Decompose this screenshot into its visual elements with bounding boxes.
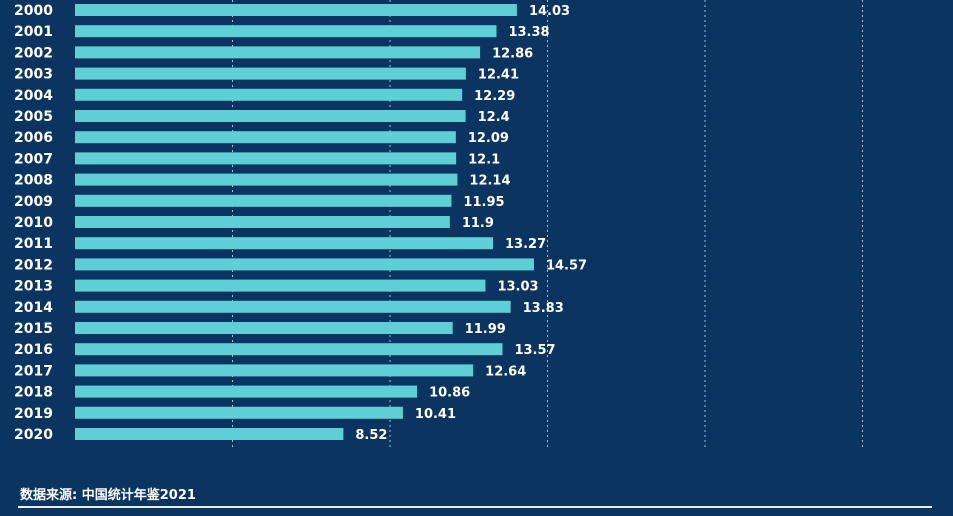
year-label-2001: 2001 [14, 24, 53, 40]
value-label-2004: 12.29 [474, 89, 515, 104]
year-label-2016: 2016 [14, 342, 53, 358]
bar-2020 [75, 428, 344, 440]
bar-2010 [75, 216, 450, 228]
bottom-divider [18, 506, 932, 508]
year-label-2007: 2007 [14, 151, 53, 167]
year-label-2017: 2017 [14, 363, 53, 379]
bar-2001 [75, 25, 497, 38]
year-label-2006: 2006 [14, 130, 53, 146]
value-label-2008: 12.14 [469, 174, 510, 189]
year-label-2005: 2005 [14, 109, 53, 125]
value-label-2018: 10.86 [429, 386, 470, 401]
value-label-2011: 13.27 [505, 237, 546, 252]
bar-2018 [75, 385, 418, 398]
value-label-2007: 12.1 [468, 152, 500, 167]
value-label-2006: 12.09 [468, 131, 509, 146]
year-label-2002: 2002 [14, 45, 53, 61]
value-label-2003: 12.41 [478, 68, 519, 83]
year-label-2020: 2020 [14, 427, 53, 443]
value-label-2009: 11.95 [463, 195, 504, 210]
year-label-2013: 2013 [14, 279, 53, 295]
year-label-2011: 2011 [14, 236, 53, 252]
year-label-2018: 2018 [14, 385, 53, 401]
labels: 2000 14.03 2001 13.38 2002 12.86 2003 12.41 2004… [14, 3, 587, 443]
year-label-2004: 2004 [14, 88, 53, 104]
value-label-2020: 8.52 [355, 428, 387, 443]
bar-2013 [75, 279, 486, 292]
value-label-2010: 11.9 [462, 216, 494, 231]
bars [75, 4, 534, 440]
bar-2017 [75, 364, 474, 377]
value-label-2014: 13.83 [523, 301, 564, 316]
bar-2009 [75, 194, 452, 207]
value-label-2012: 14.57 [546, 258, 587, 273]
year-label-2000: 2000 [14, 3, 53, 19]
bar-2019 [75, 406, 403, 419]
year-label-2012: 2012 [14, 257, 53, 273]
year-label-2003: 2003 [14, 67, 53, 83]
year-label-2015: 2015 [14, 321, 53, 337]
year-label-2008: 2008 [14, 173, 53, 189]
bar-2002 [75, 46, 481, 59]
year-label-2010: 2010 [14, 215, 53, 231]
bar-2016 [75, 343, 503, 356]
bar-chart: 2000 14.03 2001 13.38 2002 12.86 2003 12.41 2004… [14, 0, 863, 448]
bar-2008 [75, 173, 458, 186]
value-label-2019: 10.41 [415, 407, 456, 422]
data-source-note: 数据来源: 中国统计年鉴2021 [20, 488, 196, 503]
value-label-2013: 13.03 [497, 280, 538, 295]
bar-2004 [75, 88, 463, 101]
bar-2011 [75, 237, 494, 250]
value-label-2015: 11.99 [465, 322, 506, 337]
bar-2012 [75, 258, 534, 271]
value-label-2002: 12.86 [492, 46, 533, 61]
value-label-2005: 12.4 [478, 110, 510, 125]
value-label-2001: 13.38 [508, 25, 549, 40]
year-label-2019: 2019 [14, 406, 53, 422]
bar-2003 [75, 67, 466, 80]
bar-2005 [75, 110, 466, 122]
bar-2000 [75, 4, 517, 16]
bar-2007 [75, 152, 457, 165]
year-label-2014: 2014 [14, 300, 53, 316]
year-label-2009: 2009 [14, 194, 53, 210]
bar-2015 [75, 322, 453, 334]
bar-2014 [75, 300, 511, 313]
value-label-2016: 13.57 [514, 343, 555, 358]
value-label-2017: 12.64 [485, 364, 526, 379]
value-label-2000: 14.03 [529, 4, 570, 19]
bar-2006 [75, 131, 456, 144]
